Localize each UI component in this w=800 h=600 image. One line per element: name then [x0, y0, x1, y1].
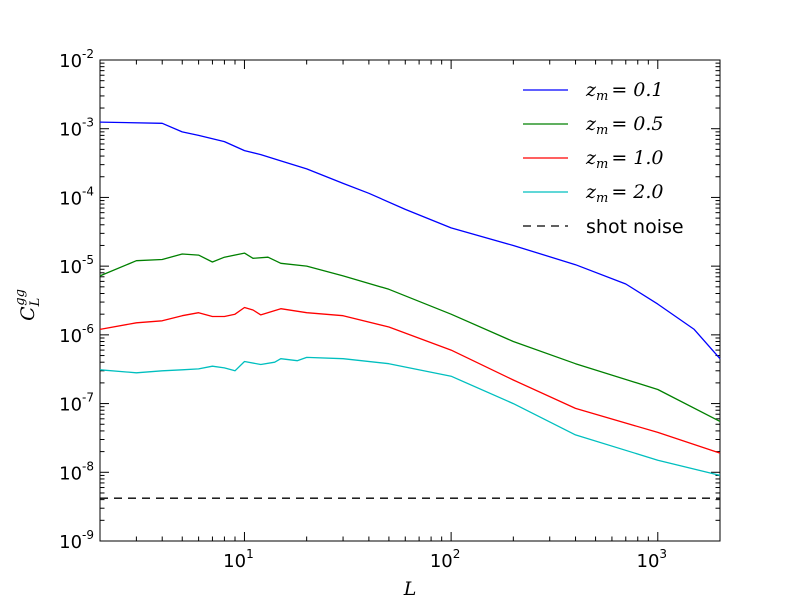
y-tick-label: 10-2 [59, 47, 94, 72]
series-line-1 [99, 121, 721, 360]
y-axis-label-sub: L [28, 298, 43, 308]
y-tick-label: 10-4 [59, 184, 94, 209]
legend-label-4: zm = 2.0 [585, 181, 664, 206]
axis-ticks: 101 102 103 10-9 10-8 10-7 10-6 10-5 10-4 10-3 10-… [59, 47, 721, 572]
y-axis-label: CLgg [13, 289, 43, 321]
legend-label-5: shot noise [586, 216, 684, 238]
y-axis-label-sup: gg [13, 289, 28, 306]
series-lines [99, 121, 721, 499]
y-tick-label: 10-6 [59, 322, 94, 347]
series-line-4 [99, 356, 721, 477]
plot-frame [99, 59, 721, 542]
legend-label-2: zm = 0.5 [585, 113, 664, 138]
x-tick-label: 102 [430, 547, 461, 572]
svg-text:CLgg: CLgg [13, 289, 43, 321]
x-axis-label: L [403, 578, 417, 600]
y-axis-label-base: C [17, 306, 39, 321]
y-tick-label: 10-8 [59, 459, 94, 484]
series-line-2 [99, 252, 721, 422]
x-tick-label: 103 [637, 547, 668, 572]
y-tick-label: 10-3 [59, 116, 94, 141]
y-tick-label: 10-7 [59, 391, 94, 416]
series-line-3 [99, 306, 721, 454]
y-tick-label: 10-9 [59, 528, 94, 553]
x-tick-label: 101 [223, 547, 254, 572]
legend-label-1: zm = 0.1 [585, 79, 664, 104]
y-tick-label: 10-5 [59, 253, 94, 278]
legend-label-3: zm = 1.0 [585, 147, 664, 172]
legend: zm = 0.1 zm = 0.5 zm = 1.0 zm = 2.0 shot noise [523, 79, 684, 238]
